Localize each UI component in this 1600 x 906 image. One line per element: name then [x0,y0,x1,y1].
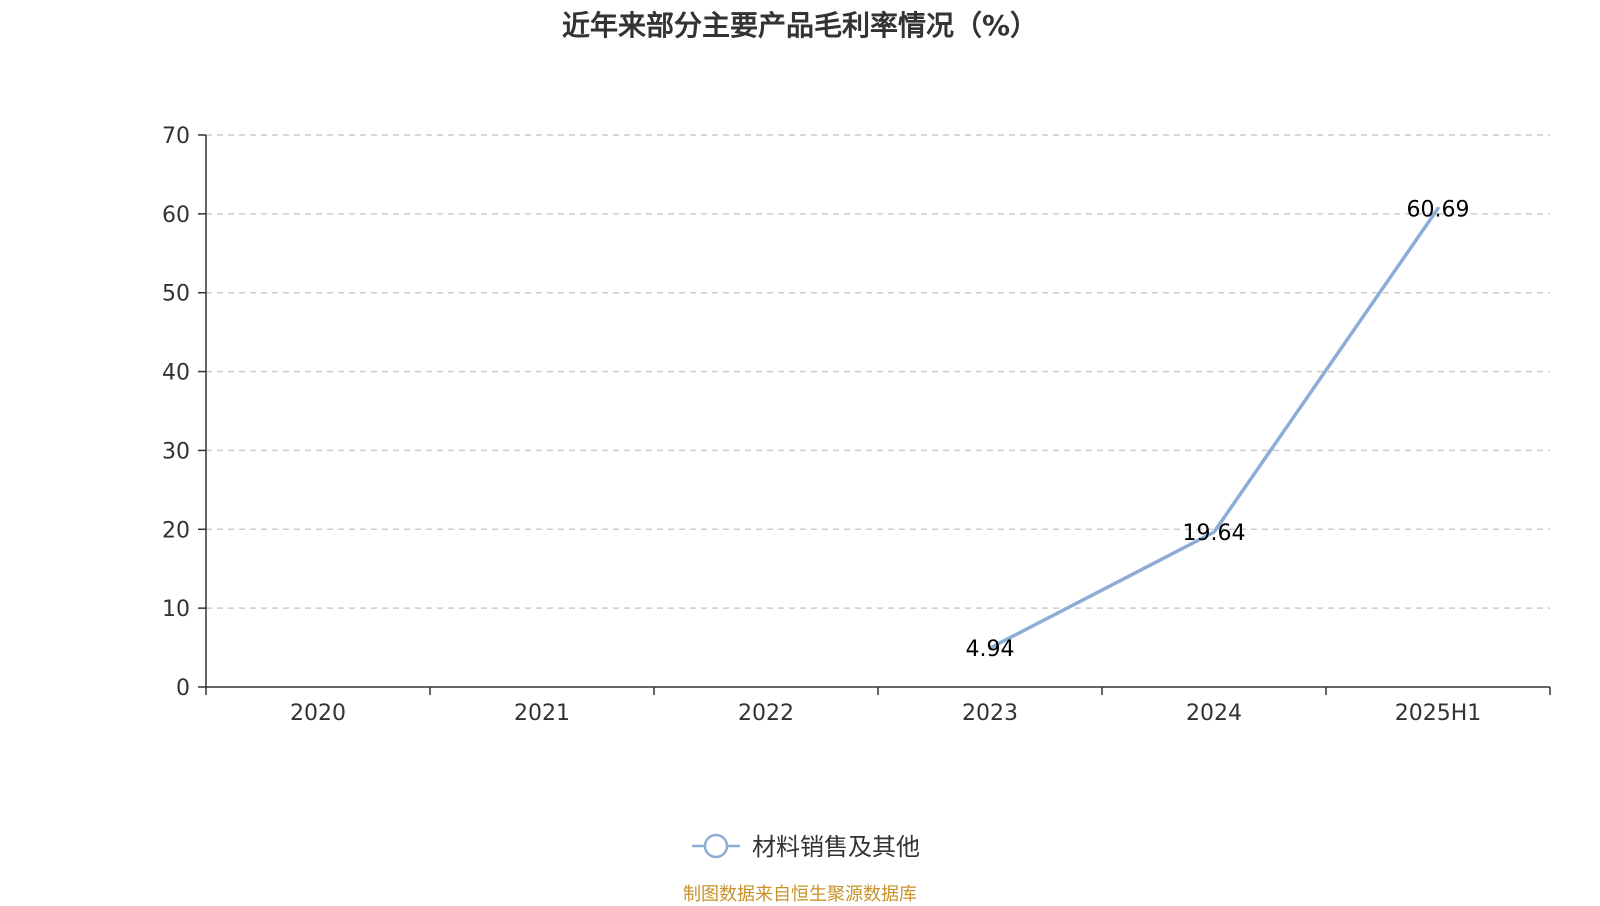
y-tick-label: 70 [162,124,190,149]
data-label: 19.64 [1183,521,1246,546]
y-tick-label: 10 [162,597,190,622]
y-tick-label: 40 [162,361,190,386]
axes [205,135,1550,688]
y-axis-ticks: 0 10 20 30 40 50 60 70 [162,124,206,701]
legend-label: 材料销售及其他 [752,833,920,861]
legend[interactable]: 材料销售及其他 [692,833,920,861]
x-tick-label: 2021 [514,701,570,726]
legend-marker-icon [703,833,729,859]
source-note: 制图数据来自恒生聚源数据库 [683,884,917,905]
series-line [988,206,1440,650]
x-tick-label: 2024 [1186,701,1242,726]
x-tick-label: 2023 [962,701,1018,726]
data-label: 60.69 [1407,197,1470,222]
y-tick-label: 50 [162,282,190,307]
grid-lines [206,134,1550,609]
x-tick-label: 2022 [738,701,794,726]
x-tick-label: 2020 [290,701,346,726]
y-tick-label: 60 [162,203,190,228]
x-tick-label: 2025H1 [1395,701,1482,726]
y-tick-label: 30 [162,439,190,464]
y-tick-label: 20 [162,518,190,543]
series [988,206,1440,650]
x-axis-ticks: 2020 2021 2022 2023 2024 2025H1 [205,687,1551,726]
chart-title: 近年来部分主要产品毛利率情况（%） [561,9,1039,42]
y-tick-label: 0 [176,676,190,701]
data-label: 4.94 [966,637,1015,662]
data-labels: 4.94 19.64 60.69 [966,197,1470,662]
